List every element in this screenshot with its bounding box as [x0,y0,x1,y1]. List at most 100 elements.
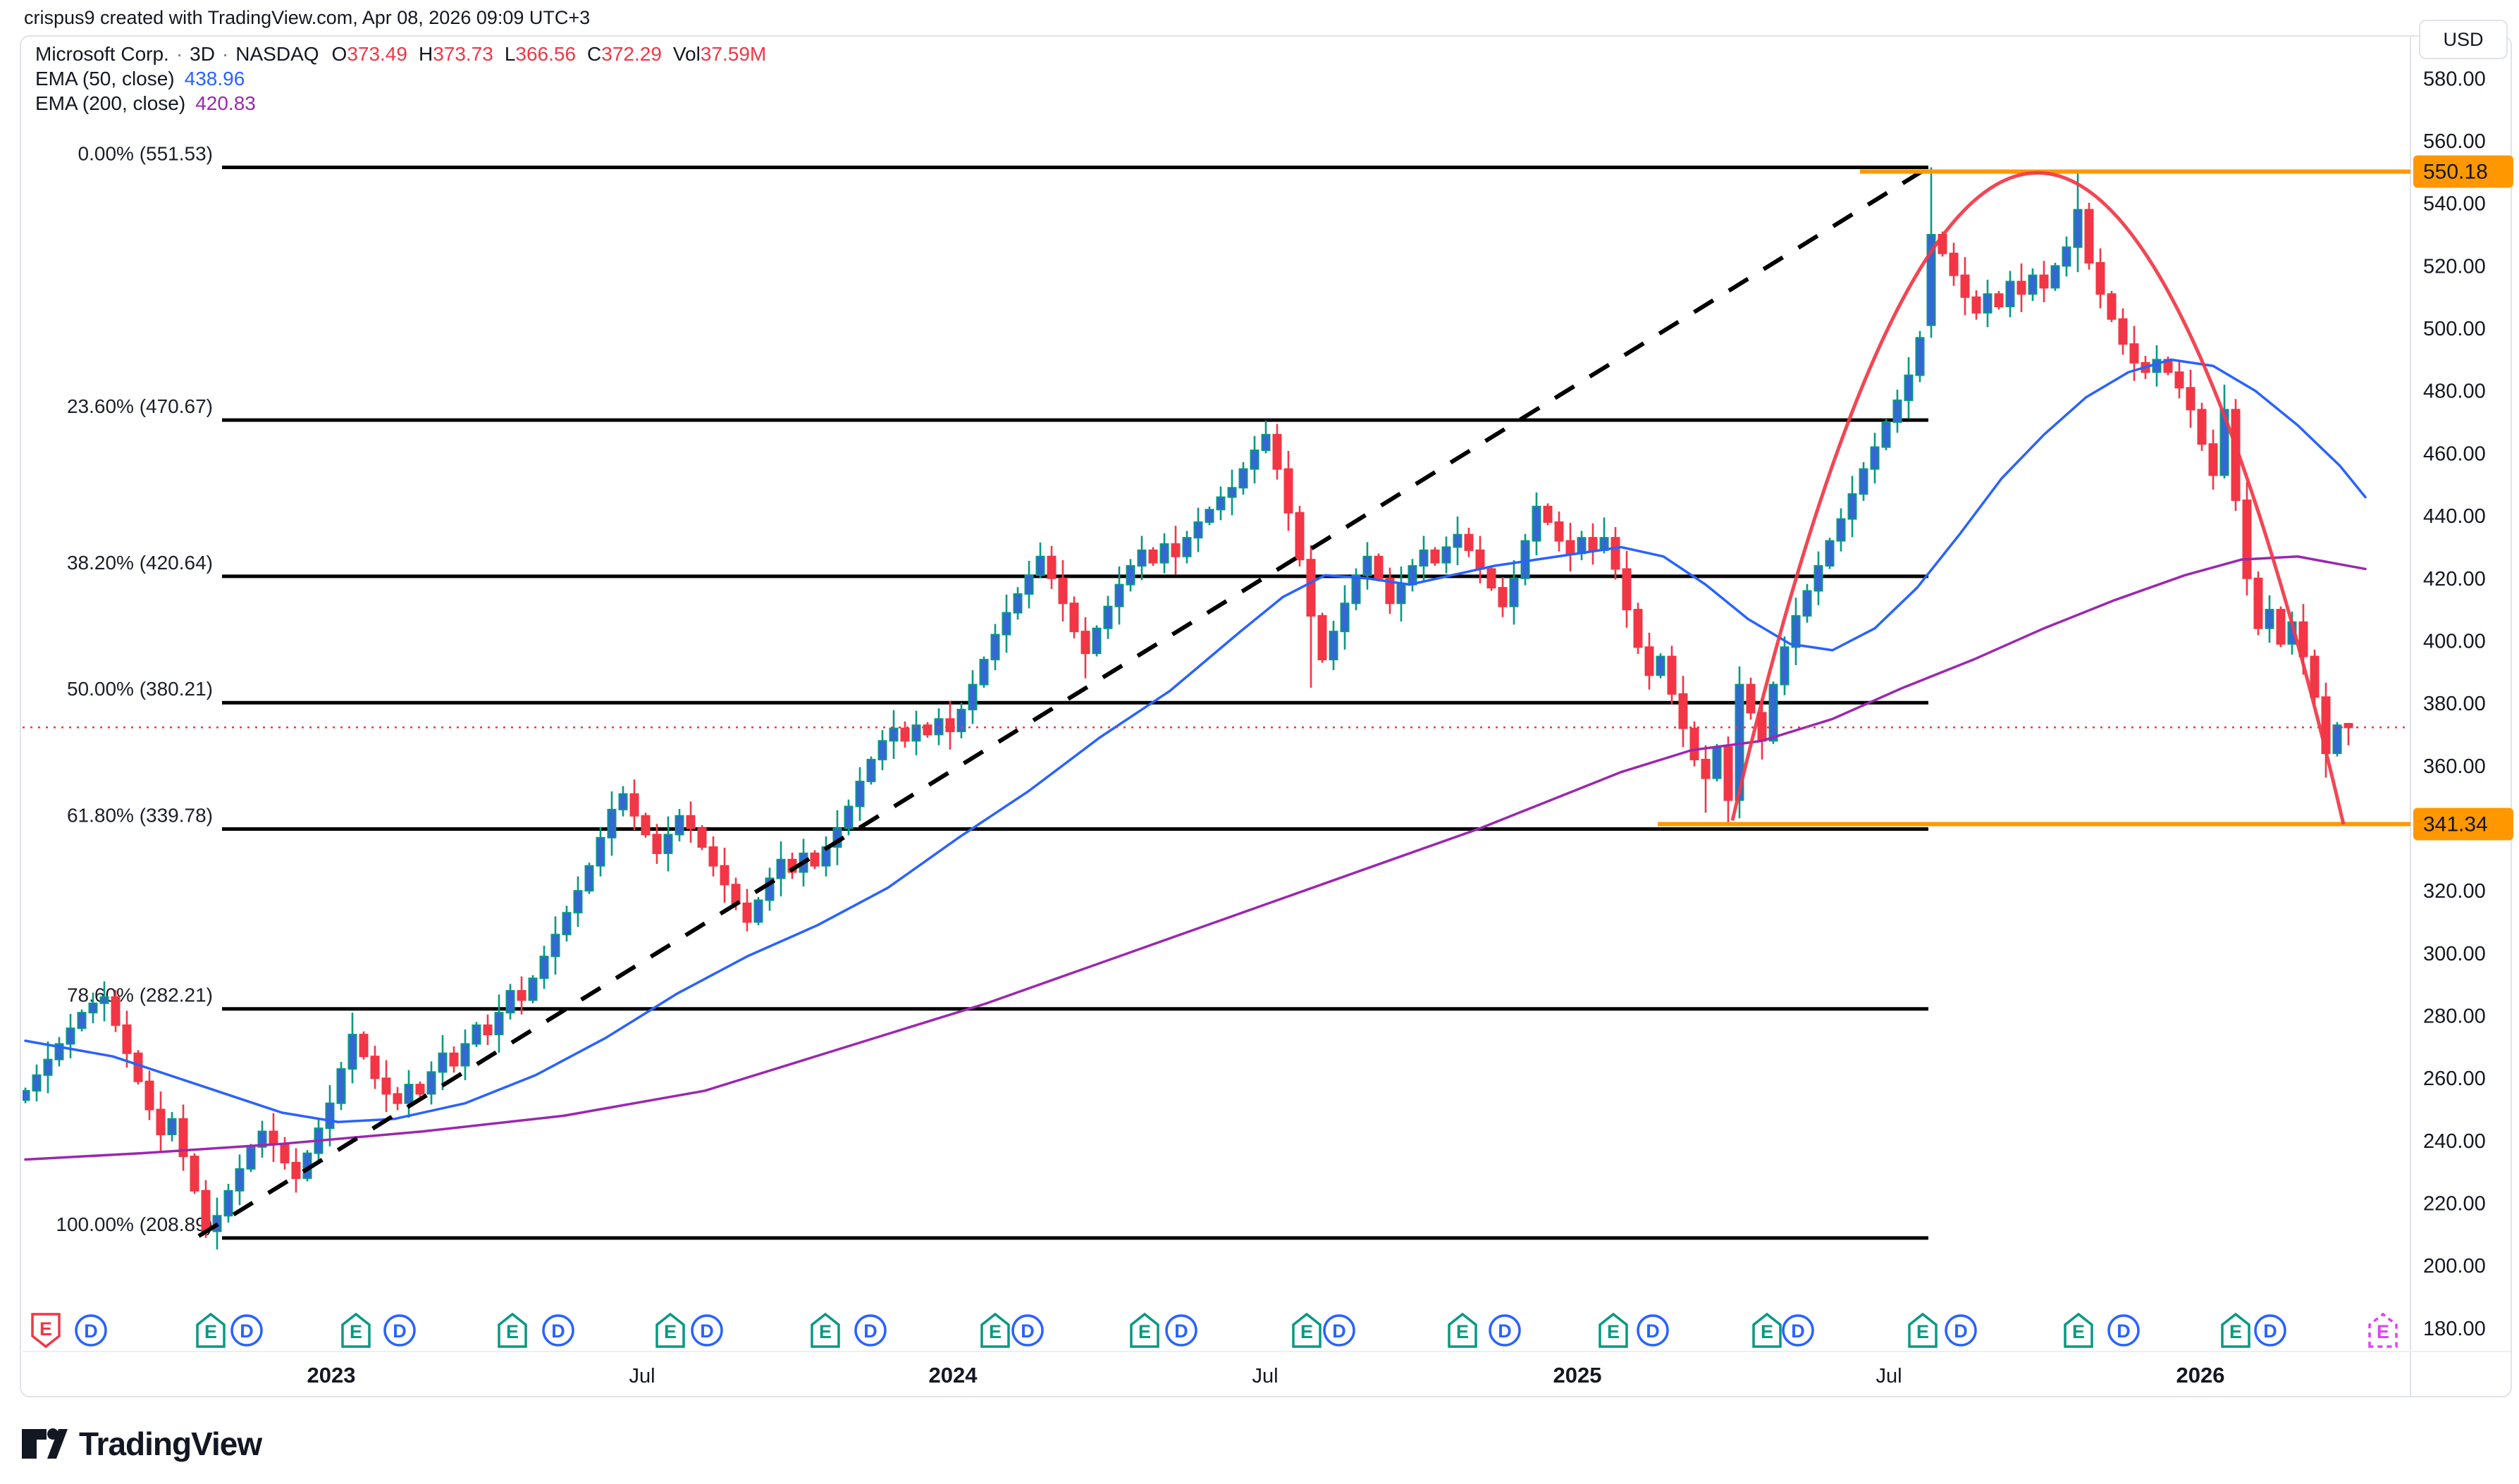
dividend-letter: D [393,1321,407,1342]
candle-body [2039,274,2049,289]
candle [1971,290,1981,320]
price-badge-text: 550.18 [2423,161,2488,184]
earnings-badge-shape [1292,1312,1322,1348]
price-tick-label: 440.00 [2423,505,2486,528]
candle-body [460,1043,470,1067]
earnings-badge-shape [2064,1312,2093,1348]
dividend-badge[interactable]: D [1165,1314,1197,1347]
candle [720,847,729,903]
candle-body [753,899,763,923]
candle-body [742,902,752,923]
earnings-badge[interactable]: E [196,1312,226,1348]
candle-body [844,805,854,829]
candle-body [675,815,684,836]
earnings-badge[interactable]: E [1292,1312,1322,1348]
dividend-badge-shape [1323,1314,1355,1347]
candle [1317,612,1327,663]
candle-body [1881,421,1891,448]
candle-body [641,815,651,836]
dividend-badge[interactable]: D [1011,1314,1044,1347]
candle-body [370,1056,380,1080]
candle [1362,542,1372,590]
tradingview-logo[interactable]: TradingView [21,1425,262,1463]
candle [1441,536,1451,574]
candle-body [1216,496,1226,511]
candle [156,1091,166,1153]
candle-body [2219,409,2229,476]
candle [1588,523,1598,565]
earnings-badge[interactable]: E [1448,1312,1477,1348]
earnings-badge-shape [2221,1312,2250,1348]
snapshot-attribution: crispus9 created with TradingView.com, A… [24,7,591,28]
price-label-badge: 550.18 [2413,155,2513,188]
ema50-line[interactable] [24,358,2367,1124]
candle [1047,545,1057,589]
ema50-row[interactable]: EMA (50, close) 438.96 [35,67,766,91]
dividend-badge[interactable]: D [75,1314,107,1347]
earnings-badge[interactable]: E [2064,1312,2093,1348]
time-axis[interactable]: 2023 Jul 2024 Jul 2025 Jul 2026 [307,1363,2225,1387]
candle-body [1498,587,1508,607]
earnings-badge-shape [341,1312,371,1348]
dividend-badge[interactable]: D [691,1314,723,1347]
candle [641,812,651,838]
dividend-badge[interactable]: D [383,1314,416,1347]
dividend-badge[interactable]: D [2107,1314,2140,1347]
dividend-badge-shape [1011,1314,1044,1347]
currency-selector[interactable]: USD [2419,20,2508,59]
earnings-letter: E [1916,1321,1929,1342]
candle-body [1656,655,1665,676]
candle-body [1892,400,1902,423]
earnings-badge[interactable]: E [980,1312,1010,1348]
candle-body [720,865,729,886]
dividend-badge[interactable]: D [230,1314,263,1347]
fib-retracement[interactable]: 0.00% (551.53) 23.60% (470.67) 38.20% (420… [56,143,1928,1240]
ema200-value: 420.83 [195,92,256,114]
earnings-badge-shape [1908,1312,1938,1348]
candle-body [1114,583,1124,607]
candle-body [111,996,121,1026]
earnings-badge[interactable]: E [811,1312,840,1348]
plot-area[interactable]: 0.00% (551.53) 23.60% (470.67) 38.20% (420… [22,143,2411,1250]
dividend-badge[interactable]: D [1782,1314,1814,1347]
price-tick-label: 200.00 [2423,1255,2486,1278]
dividend-badge[interactable]: D [1637,1314,1669,1347]
earnings-badge[interactable]: E [31,1313,61,1349]
ema200-line[interactable] [24,555,2367,1161]
symbol-row[interactable]: Microsoft Corp. · 3D · NASDAQ O373.49 H373.73 L… [35,42,766,66]
candle-body [54,1043,64,1061]
high-label: H [418,43,433,65]
dividend-badge[interactable]: D [1945,1314,1977,1347]
earnings-badge[interactable]: E [1599,1312,1628,1348]
candle [945,700,955,750]
candle [1723,736,1733,824]
ema200-row[interactable]: EMA (200, close) 420.83 [35,92,766,116]
candle [1667,645,1677,705]
candle-body [156,1108,166,1136]
earnings-badge[interactable]: E [498,1312,527,1348]
candle-body [686,815,696,829]
dividend-badge[interactable]: D [1323,1314,1355,1347]
candle [393,1087,402,1111]
trendline-dashed[interactable] [197,166,1930,1238]
earnings-badge[interactable]: E [2368,1312,2398,1348]
curve-annotation[interactable] [1730,171,2346,825]
candle [1712,743,1722,781]
earnings-badge[interactable]: E [655,1312,685,1348]
candle [325,1084,335,1146]
dividend-badge[interactable]: D [1489,1314,1521,1347]
earnings-badge[interactable]: E [1130,1312,1159,1348]
earnings-badge[interactable]: E [1908,1312,1938,1348]
earnings-badge[interactable]: E [2221,1312,2250,1348]
earnings-badge[interactable]: E [341,1312,371,1348]
candle-body [562,912,572,936]
dividend-badge[interactable]: D [542,1314,574,1347]
dividend-badge[interactable]: D [854,1314,887,1347]
price-axis[interactable]: 580.00 560.00 540.00 520.00 500.00 480.00 460.… [2423,68,2486,1340]
candle-body [1441,546,1451,564]
open-value: 373.49 [347,43,407,65]
earnings-badge[interactable]: E [1752,1312,1782,1348]
dividend-badge[interactable]: D [2254,1314,2286,1347]
candle [122,1010,132,1068]
